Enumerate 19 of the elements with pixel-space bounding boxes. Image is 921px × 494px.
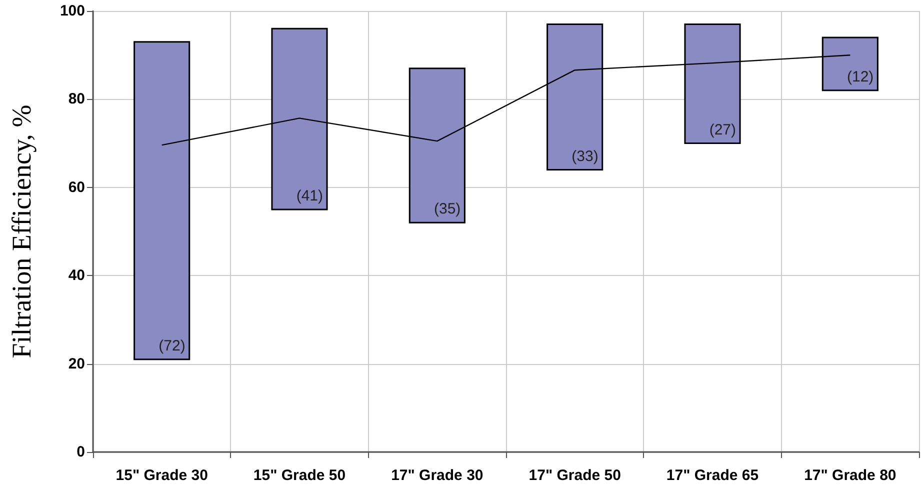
data-label: (33) [572,148,598,165]
data-label: (41) [296,187,324,204]
y-tick-label: 60 [68,178,85,196]
x-tick-label: 17" Grade 65 [666,467,759,484]
y-tick-label: 0 [76,444,85,460]
x-tick-label: 15" Grade 30 [116,467,208,484]
y-tick-label: 20 [68,355,85,372]
x-tick-label: 17" Grade 50 [528,467,621,484]
y-tick-label: 80 [68,90,85,108]
y-tick-label: 100 [60,2,85,20]
data-label: (35) [434,200,461,218]
y-axis-title: Filtration Efficiency, % [6,104,36,358]
data-label: (27) [709,121,736,138]
x-tick-label: 17" Grade 30 [391,467,484,484]
y-tick-label: 40 [68,267,85,284]
x-tick-label: 15" Grade 50 [253,467,346,484]
x-tick-label: 17" Grade 80 [804,467,896,484]
data-label: (72) [158,337,186,354]
data-label: (12) [847,68,874,86]
